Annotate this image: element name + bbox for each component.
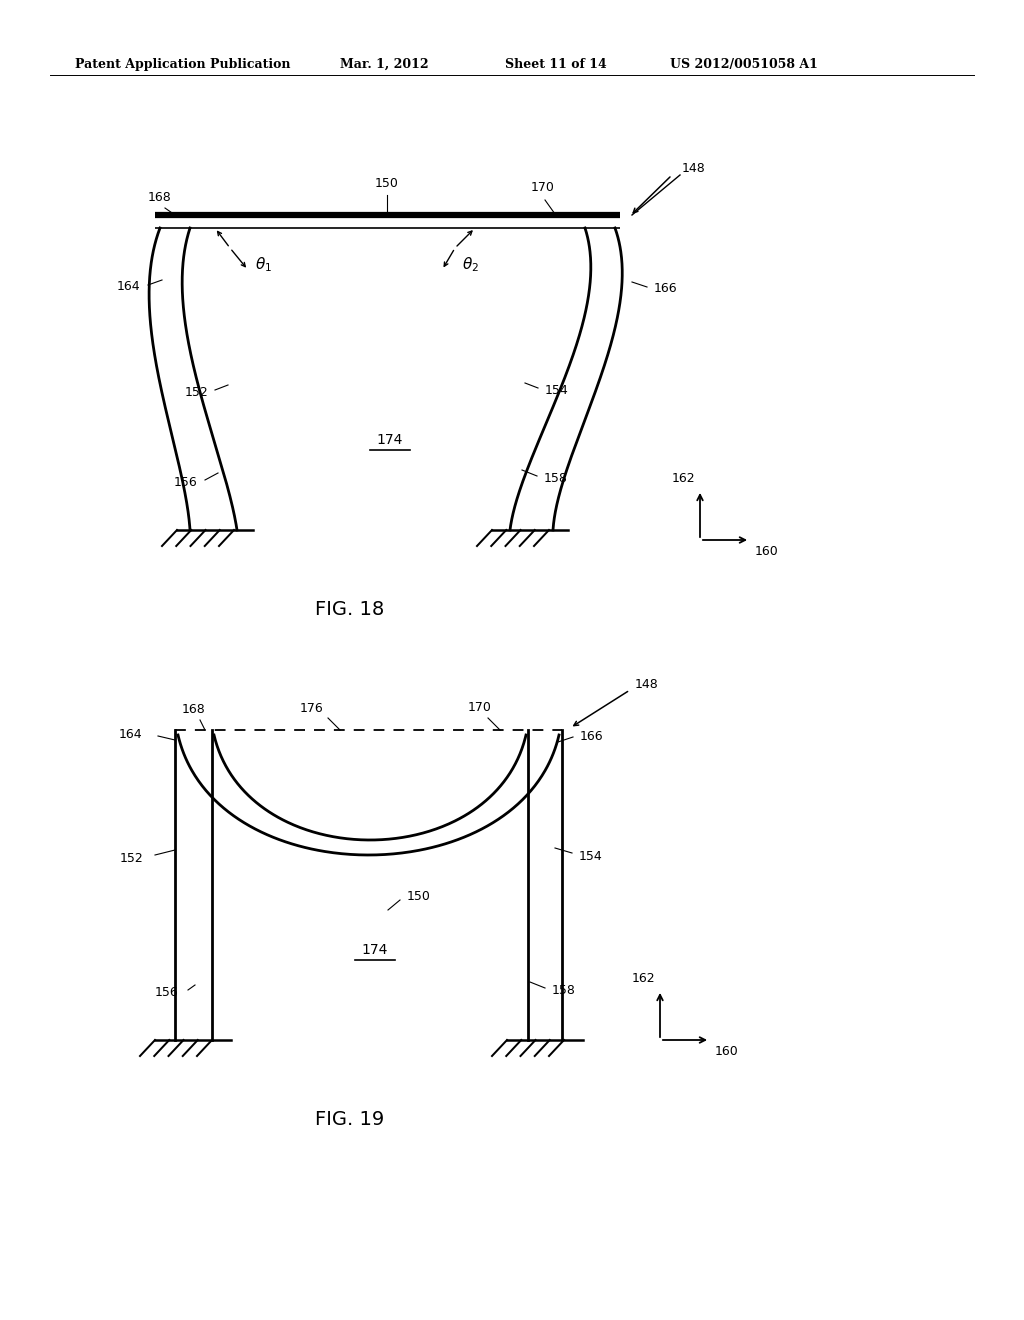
Text: 162: 162	[632, 972, 655, 985]
Text: 150: 150	[407, 891, 431, 903]
Text: $\theta_1$: $\theta_1$	[255, 255, 272, 273]
Text: FIG. 19: FIG. 19	[315, 1110, 385, 1129]
Text: 154: 154	[545, 384, 568, 397]
Text: 150: 150	[375, 177, 399, 190]
Text: 170: 170	[468, 701, 492, 714]
Text: 164: 164	[117, 281, 140, 293]
Text: Patent Application Publication: Patent Application Publication	[75, 58, 291, 71]
Text: 152: 152	[184, 387, 208, 400]
Text: 158: 158	[544, 473, 568, 486]
Text: Mar. 1, 2012: Mar. 1, 2012	[340, 58, 429, 71]
Text: 170: 170	[531, 181, 555, 194]
Text: 156: 156	[173, 477, 197, 490]
Text: 164: 164	[119, 729, 142, 742]
Text: 158: 158	[552, 985, 575, 998]
Text: FIG. 18: FIG. 18	[315, 601, 385, 619]
Text: 148: 148	[635, 678, 658, 692]
Text: 176: 176	[300, 702, 324, 715]
Text: 154: 154	[579, 850, 603, 862]
Text: 174: 174	[377, 433, 403, 447]
Text: 166: 166	[580, 730, 603, 742]
Text: 156: 156	[155, 986, 178, 999]
Text: Sheet 11 of 14: Sheet 11 of 14	[505, 58, 607, 71]
Text: 160: 160	[715, 1045, 738, 1059]
Text: $\theta_2$: $\theta_2$	[462, 255, 479, 273]
Text: 166: 166	[654, 282, 678, 296]
Text: 152: 152	[119, 851, 143, 865]
Text: 148: 148	[682, 161, 706, 174]
Text: 162: 162	[672, 473, 695, 484]
Text: 168: 168	[148, 191, 172, 205]
Text: 160: 160	[755, 545, 778, 558]
Text: 168: 168	[182, 704, 206, 715]
Text: US 2012/0051058 A1: US 2012/0051058 A1	[670, 58, 818, 71]
Text: 174: 174	[361, 942, 388, 957]
